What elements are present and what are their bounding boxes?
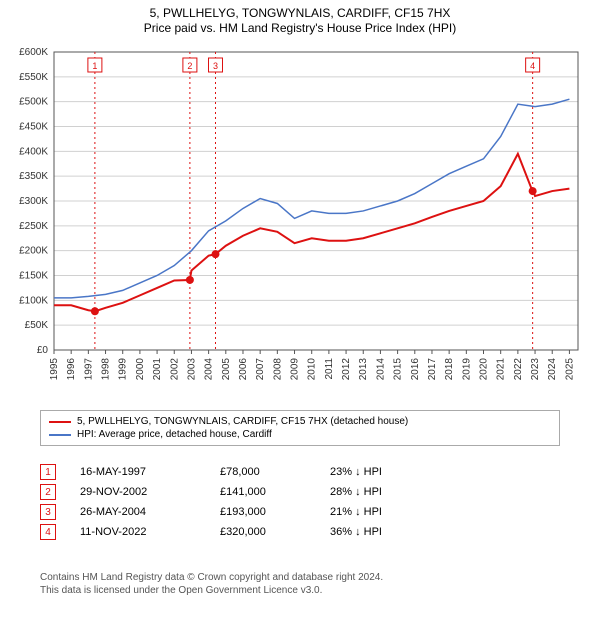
event-price: £193,000 — [220, 506, 330, 518]
event-badge: 2 — [40, 484, 56, 500]
svg-text:2015: 2015 — [393, 358, 404, 381]
svg-text:2020: 2020 — [479, 358, 490, 381]
event-price: £78,000 — [220, 466, 330, 478]
event-date: 26-MAY-2004 — [80, 506, 220, 518]
svg-text:1: 1 — [92, 61, 97, 71]
svg-text:£250K: £250K — [19, 221, 48, 232]
svg-text:£0: £0 — [37, 345, 49, 356]
event-price: £320,000 — [220, 526, 330, 538]
event-date: 29-NOV-2002 — [80, 486, 220, 498]
event-row: 3 26-MAY-2004£193,00021% ↓ HPI — [40, 502, 560, 522]
svg-text:2024: 2024 — [547, 358, 558, 381]
svg-text:2013: 2013 — [358, 358, 369, 381]
event-row: 4 11-NOV-2022£320,00036% ↓ HPI — [40, 522, 560, 542]
event-pct: 36% ↓ HPI — [330, 526, 450, 538]
event-row: 1 16-MAY-1997£78,00023% ↓ HPI — [40, 462, 560, 482]
svg-text:2017: 2017 — [427, 358, 438, 381]
chart-area: £0£50K£100K£150K£200K£250K£300K£350K£400… — [54, 48, 584, 378]
footer-line1: Contains HM Land Registry data © Crown c… — [40, 572, 560, 585]
title-address: 5, PWLLHELYG, TONGWYNLAIS, CARDIFF, CF15… — [0, 6, 600, 21]
attribution-footer: Contains HM Land Registry data © Crown c… — [40, 572, 560, 597]
svg-text:2022: 2022 — [513, 358, 524, 381]
event-pct: 28% ↓ HPI — [330, 486, 450, 498]
svg-text:2003: 2003 — [186, 358, 197, 381]
event-price: £141,000 — [220, 486, 330, 498]
footer-line2: This data is licensed under the Open Gov… — [40, 585, 560, 598]
svg-text:2025: 2025 — [564, 358, 575, 381]
svg-text:£500K: £500K — [19, 97, 48, 108]
legend-label: 5, PWLLHELYG, TONGWYNLAIS, CARDIFF, CF15… — [77, 416, 408, 427]
svg-text:2007: 2007 — [255, 358, 266, 381]
line-chart: £0£50K£100K£150K£200K£250K£300K£350K£400… — [54, 48, 584, 378]
legend: 5, PWLLHELYG, TONGWYNLAIS, CARDIFF, CF15… — [40, 410, 560, 446]
svg-text:2009: 2009 — [290, 358, 301, 381]
svg-text:£200K: £200K — [19, 246, 48, 257]
legend-label: HPI: Average price, detached house, Card… — [77, 429, 272, 440]
svg-text:2010: 2010 — [307, 358, 318, 381]
svg-text:£50K: £50K — [25, 320, 49, 331]
svg-text:2016: 2016 — [410, 358, 421, 381]
svg-text:£350K: £350K — [19, 171, 48, 182]
svg-text:1998: 1998 — [101, 358, 112, 381]
svg-text:£550K: £550K — [19, 72, 48, 83]
legend-swatch — [49, 421, 71, 423]
svg-text:1999: 1999 — [118, 358, 129, 381]
svg-text:1996: 1996 — [66, 358, 77, 381]
svg-text:2000: 2000 — [135, 358, 146, 381]
svg-text:2002: 2002 — [169, 358, 180, 381]
svg-text:2018: 2018 — [444, 358, 455, 381]
svg-text:2023: 2023 — [530, 358, 541, 381]
svg-text:2021: 2021 — [496, 358, 507, 381]
svg-text:2001: 2001 — [152, 358, 163, 381]
event-table: 1 16-MAY-1997£78,00023% ↓ HPI 2 29-NOV-2002… — [40, 462, 560, 542]
svg-text:4: 4 — [530, 61, 535, 71]
legend-swatch — [49, 434, 71, 436]
svg-text:2012: 2012 — [341, 358, 352, 381]
event-date: 16-MAY-1997 — [80, 466, 220, 478]
svg-text:2008: 2008 — [272, 358, 283, 381]
legend-item: HPI: Average price, detached house, Card… — [49, 428, 551, 441]
event-pct: 21% ↓ HPI — [330, 506, 450, 518]
svg-text:2006: 2006 — [238, 358, 249, 381]
svg-text:2019: 2019 — [461, 358, 472, 381]
event-badge: 3 — [40, 504, 56, 520]
svg-text:2011: 2011 — [324, 358, 335, 380]
title-subtitle: Price paid vs. HM Land Registry's House … — [0, 21, 600, 36]
legend-item: 5, PWLLHELYG, TONGWYNLAIS, CARDIFF, CF15… — [49, 415, 551, 428]
svg-text:£100K: £100K — [19, 295, 48, 306]
event-badge: 4 — [40, 524, 56, 540]
svg-text:£600K: £600K — [19, 47, 48, 58]
svg-text:2: 2 — [187, 61, 192, 71]
svg-text:£150K: £150K — [19, 271, 48, 282]
svg-text:2004: 2004 — [204, 358, 215, 381]
event-row: 2 29-NOV-2002£141,00028% ↓ HPI — [40, 482, 560, 502]
svg-text:2005: 2005 — [221, 358, 232, 381]
svg-text:3: 3 — [213, 61, 218, 71]
svg-text:£300K: £300K — [19, 196, 48, 207]
svg-text:2014: 2014 — [375, 358, 386, 381]
svg-text:1995: 1995 — [49, 358, 60, 381]
event-badge: 1 — [40, 464, 56, 480]
svg-text:1997: 1997 — [83, 358, 94, 381]
svg-text:£400K: £400K — [19, 146, 48, 157]
event-date: 11-NOV-2022 — [80, 526, 220, 538]
event-pct: 23% ↓ HPI — [330, 466, 450, 478]
svg-text:£450K: £450K — [19, 122, 48, 133]
chart-titles: 5, PWLLHELYG, TONGWYNLAIS, CARDIFF, CF15… — [0, 0, 600, 36]
